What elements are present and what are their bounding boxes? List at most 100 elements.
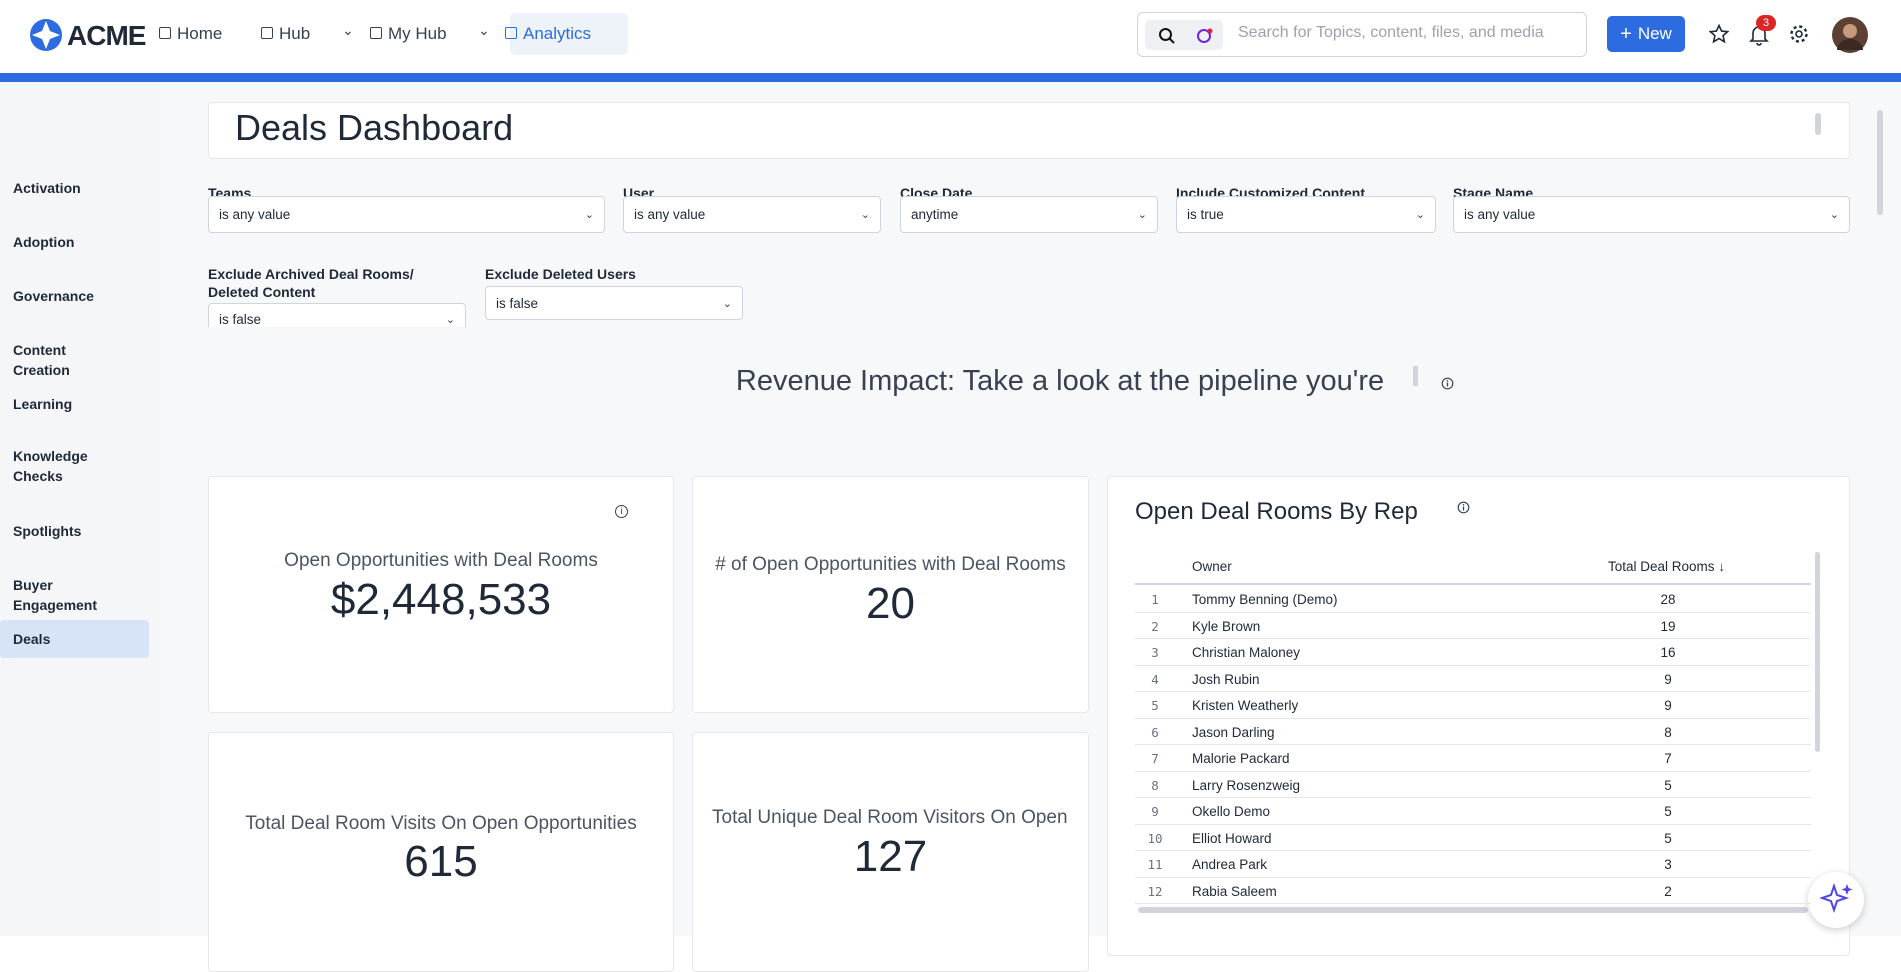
chevron: ⌄ [1829,209,1839,221]
deal-rooms-cell: 19 [1660,618,1676,634]
settings-icon[interactable] [1789,24,1809,44]
deal-rooms-cell: 5 [1664,804,1672,819]
table-row: 4 Josh Rubin 9 [1135,666,1811,692]
table-scrollbar [1815,552,1820,752]
owner-cell: Andrea Park [1192,857,1268,872]
kpi-label: Total Unique Deal Room Visitors On Open … [712,807,1069,828]
filter-select[interactable]: anytime ⌄ [900,196,1158,233]
sidebar-item[interactable]: Adoption [13,234,75,250]
table-row: 7 Malorie Packard 7 [1135,745,1811,772]
row-index: 7 [1151,751,1159,766]
sidebar-item[interactable]: Content Creation [13,342,70,378]
filter-value: is any value [634,207,706,222]
filter-select[interactable]: is any value ⌄ [1453,196,1850,233]
info-icon[interactable] [1441,377,1454,390]
star-icon[interactable] [1709,24,1729,44]
kpi-card [208,476,674,713]
owner-cell: Jason Darling [1192,724,1275,740]
column-header[interactable]: Total Deal Rooms ↓ [1608,559,1725,574]
info-icon[interactable] [1457,501,1470,514]
kpi-value: $2,448,533 [330,575,552,624]
search-placeholder: Search for Topics, content, files, and m… [1238,24,1544,41]
assistant-button[interactable] [1808,872,1864,928]
sidebar-item[interactable]: Buyer Engagement [13,577,98,613]
plus-icon: + [1620,22,1632,45]
deal-rooms-cell: 5 [1664,777,1672,793]
column-header[interactable]: Owner [1192,559,1232,574]
sidebar-active-bg [0,620,149,658]
table-row: 8 Larry Rosenzweig 5 [1135,772,1811,798]
chevron: ⌄ [478,22,490,38]
kpi-value: 615 [404,837,478,886]
row-index: 11 [1147,857,1163,872]
scrollbar [1815,113,1821,135]
kpi-value: 20 [866,579,915,628]
table-hscrollbar [1138,907,1808,913]
new-button[interactable]: + New [1607,16,1685,52]
nav-item[interactable]: Hub [279,24,311,43]
filter-value: is false [496,295,539,311]
nav-icon [370,27,382,39]
ai-search-icon [1197,28,1213,43]
filter-value: is any value [219,207,291,222]
row-index: 8 [1151,777,1159,793]
filter-select[interactable]: is false ⌄ [485,286,743,320]
kpi-label: Open Opportunities with Deal Rooms [284,550,598,571]
owner-cell: Josh Rubin [1192,671,1260,687]
notification-badge: 3 [1756,15,1776,31]
nav-icon [505,27,517,39]
kpi-label: Total Deal Room Visits On Open Opportuni… [245,813,637,834]
section-title: Revenue Impact: Take a look at the pipel… [735,365,1385,397]
table-row: 10 Elliot Howard 5 [1135,825,1811,851]
new-label: New [1637,24,1672,43]
table-row: 12 Rabia Saleem 2 [1135,878,1811,904]
nav-item[interactable]: Home [177,24,223,43]
logo-icon [30,19,62,51]
chevron: ⌄ [342,22,354,38]
table-row: 3 Christian Maloney 16 [1135,639,1811,666]
kpi-card [692,476,1089,713]
table-row: 11 Andrea Park 3 [1135,851,1811,878]
row-index: 9 [1151,804,1159,819]
sidebar [0,82,160,936]
owner-cell: Kyle Brown [1192,618,1261,634]
info-icon[interactable]: i [615,505,628,518]
dashboard-title: Deals Dashboard [235,107,514,148]
filter-select[interactable]: is true ⌄ [1176,196,1436,233]
chevron: ⌄ [1415,209,1425,221]
sidebar-item[interactable]: Governance [13,288,94,304]
table-row: 9 Okello Demo 5 [1135,798,1811,825]
page-scrollbar [1877,110,1883,215]
search-box[interactable]: Search for Topics, content, files, and m… [1137,12,1587,57]
nav-icon [261,27,273,39]
sidebar-item[interactable]: Knowledge Checks [13,448,88,484]
owner-cell: Larry Rosenzweig [1192,777,1301,793]
table-row: 5 Kristen Weatherly 9 [1135,692,1811,719]
filter-value: anytime [911,207,959,222]
chevron: ⌄ [860,209,870,221]
nav-item[interactable]: My Hub [388,24,447,43]
filter-select[interactable]: is any value ⌄ [208,196,605,233]
owner-cell: Kristen Weatherly [1192,698,1299,713]
sidebar-item[interactable]: Activation [13,180,81,196]
chevron: ⌄ [722,297,732,310]
row-index: 3 [1151,645,1159,660]
owner-cell: Okello Demo [1192,804,1271,819]
sidebar-item[interactable]: Spotlights [13,523,82,539]
owner-cell: Christian Maloney [1192,645,1301,660]
sort-icon: ↓ [1718,559,1726,574]
filter-select[interactable]: is any value ⌄ [623,196,881,233]
kpi-value: 127 [853,832,928,881]
avatar[interactable] [1832,17,1868,53]
sidebar-item[interactable]: Learning [13,396,73,412]
scrollbar [1413,366,1418,386]
row-index: 1 [1151,592,1159,607]
owner-cell: Elliot Howard [1192,830,1272,846]
owner-cell: Rabia Saleem [1192,883,1277,899]
sidebar-item[interactable]: Deals [13,631,51,647]
nav-item[interactable]: Analytics [523,24,592,43]
deal-rooms-cell: 28 [1660,592,1676,607]
deal-rooms-cell: 2 [1664,883,1672,899]
nav-icon [159,27,171,39]
table-header: Owner Total Deal Rooms ↓ [1135,552,1811,585]
